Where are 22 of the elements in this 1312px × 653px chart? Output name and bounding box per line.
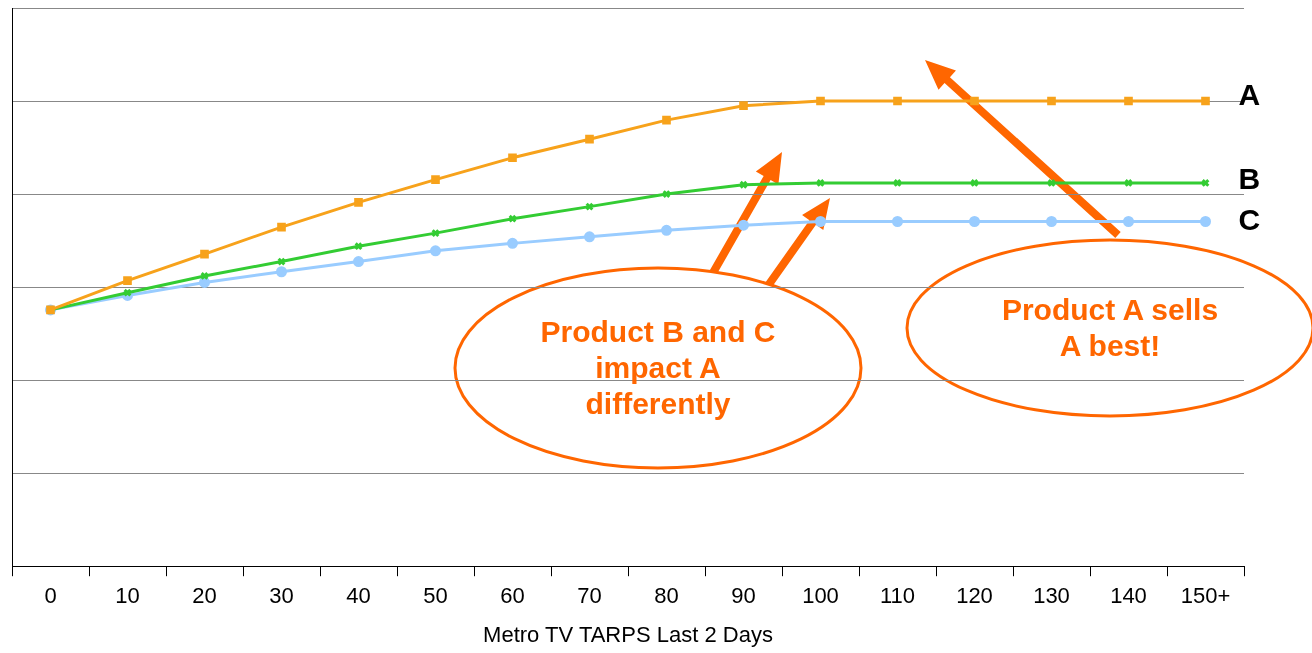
annotation: Product A sells A best! (1000, 292, 1220, 364)
series-label: A (1238, 78, 1261, 112)
x-tick-label: 40 (346, 583, 371, 609)
annotation: Product B and C impact A differently (539, 314, 777, 422)
x-axis-title: Metro TV TARPS Last 2 Days (483, 621, 773, 647)
x-tick-label: 20 (192, 583, 217, 609)
series-label: C (1238, 202, 1261, 236)
x-tick-label: 120 (956, 583, 993, 609)
series-label: B (1238, 162, 1261, 196)
x-tick-label: 0 (44, 583, 57, 609)
x-tick-label: 50 (423, 583, 448, 609)
x-tick-label: 30 (269, 583, 294, 609)
x-tick-label: 100 (802, 583, 839, 609)
x-tick-label: 90 (731, 583, 756, 609)
x-tick-label: 150+ (1180, 583, 1231, 609)
x-tick-label: 60 (500, 583, 525, 609)
x-tick-label: 140 (1110, 583, 1147, 609)
x-tick-label: 130 (1033, 583, 1070, 609)
x-tick-label: 70 (577, 583, 602, 609)
x-tick-label: 110 (879, 583, 916, 609)
x-tick-label: 10 (115, 583, 140, 609)
x-tick-label: 80 (654, 583, 679, 609)
